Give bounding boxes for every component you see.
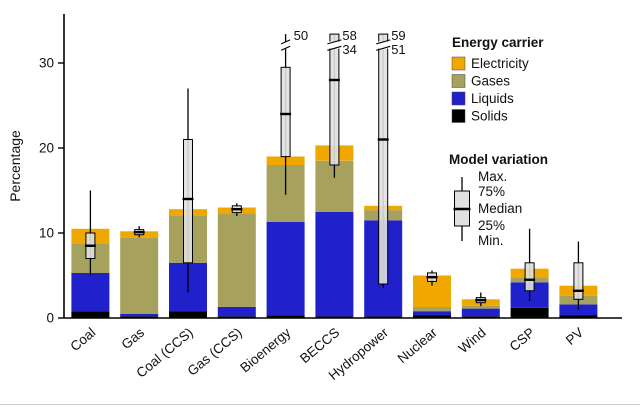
bar-group-beccs <box>315 145 354 318</box>
y-tick-label: 10 <box>39 226 54 241</box>
x-tick-label: BECCS <box>297 325 342 366</box>
bar-segment-gases <box>461 305 500 309</box>
legend-stat-label: Min. <box>478 233 504 248</box>
legend-stat-label: Max. <box>478 169 507 184</box>
bar-segment-gases <box>120 237 159 314</box>
x-tick-label: Gas (CCS) <box>185 325 245 379</box>
bar-group-gas-ccs- <box>217 207 256 318</box>
legend-swatch-electricity <box>451 56 466 71</box>
boxplot-pv <box>572 241 584 310</box>
bar-segment-liquids <box>217 306 256 317</box>
bar-segment-solids <box>559 315 598 318</box>
legend-model-variation: Model variation Max.75% Median 25%Min. <box>449 152 548 248</box>
offscale-value-label: 34 <box>342 42 356 57</box>
legend-stat-label: Median <box>478 201 522 216</box>
y-tick-label: 30 <box>39 56 54 71</box>
bar-segment-solids <box>71 311 110 318</box>
bar-segment-gases <box>413 306 451 312</box>
legend-label: Gases <box>471 74 510 89</box>
axis-break-mark <box>280 39 291 45</box>
page-divider <box>0 404 640 405</box>
legend-energy-carrier: Energy carrier Electricity Gases Liquids Sol… <box>451 35 544 124</box>
offscale-value-label: 59 <box>391 28 405 43</box>
bar-segment-liquids <box>120 313 159 317</box>
boxplot-bioenergy: 50 <box>280 28 308 195</box>
bar-segment-solids <box>413 315 451 318</box>
bar-segment-gases <box>217 213 256 307</box>
boxplot-coal <box>84 190 96 276</box>
axis-break-mark <box>280 45 291 51</box>
legend-stat-label: 25% <box>478 218 505 233</box>
axis-break-mark <box>376 45 391 51</box>
box-iqr <box>573 262 584 300</box>
bar-segment-solids <box>217 316 256 318</box>
x-tick-label: Nuclear <box>395 324 441 366</box>
boxplot-nuclear <box>426 270 438 286</box>
legend-swatch-gases <box>451 74 466 88</box>
bar-segment-liquids <box>266 221 305 316</box>
bar-segment-solids <box>120 316 159 318</box>
y-tick-label: 20 <box>39 141 54 156</box>
x-tick-label: CSP <box>507 325 538 354</box>
boxplot-coal-ccs- <box>182 88 194 293</box>
bar-segment-liquids <box>461 308 500 317</box>
box-iqr <box>524 262 535 292</box>
axis-break-mark <box>376 39 391 45</box>
legend-swatch-liquids <box>451 91 466 106</box>
bar-segment-solids <box>315 316 354 318</box>
bar-segment-solids <box>364 316 403 318</box>
boxplot-gas <box>133 226 145 238</box>
axis-break-mark <box>327 45 342 51</box>
x-tick-label: PV <box>563 325 586 348</box>
bar-group-bioenergy <box>266 156 305 318</box>
bar-segment-liquids <box>413 311 451 316</box>
legend-title: Energy carrier <box>452 35 544 50</box>
axis-break-mark <box>327 39 342 45</box>
bar-group-gas <box>120 231 159 318</box>
legend-stat-label: 75% <box>478 184 505 199</box>
bar-segment-solids <box>461 316 500 318</box>
offscale-value-label: 51 <box>391 42 405 57</box>
boxplot-csp <box>524 228 536 301</box>
bar-segment-liquids <box>559 304 598 316</box>
x-tick-label: Bioenergy <box>237 325 293 376</box>
offscale-value-label: 50 <box>294 28 308 43</box>
box-iqr <box>378 33 389 285</box>
bar-segment-solids <box>510 307 549 318</box>
axis-break-gap <box>326 41 343 49</box>
bar-segment-solids <box>266 315 305 318</box>
bar-segment-liquids <box>71 272 110 312</box>
bar-segment-liquids <box>315 211 354 317</box>
axis-break-gap <box>375 41 392 49</box>
legend-label: Liquids <box>471 91 514 106</box>
box-iqr <box>329 33 340 166</box>
boxplot-wind <box>475 292 487 307</box>
offscale-value-label: 58 <box>342 28 356 43</box>
y-tick-label: 0 <box>46 311 54 326</box>
legend-label: Electricity <box>471 56 529 71</box>
x-tick-label: Wind <box>456 325 489 356</box>
boxplot-gas-ccs- <box>231 203 243 216</box>
x-tick-label: Gas <box>119 325 148 353</box>
x-tick-label: Coal <box>67 325 98 354</box>
box-iqr <box>280 66 291 158</box>
legend-title: Model variation <box>449 152 548 167</box>
y-axis-title: Percentage <box>7 130 23 202</box>
box-iqr <box>183 139 193 264</box>
axis-break-gap <box>280 41 292 49</box>
legend-label: Solids <box>471 109 508 124</box>
legend-swatch-solids <box>451 109 466 123</box>
bar-segment-solids <box>169 311 207 318</box>
